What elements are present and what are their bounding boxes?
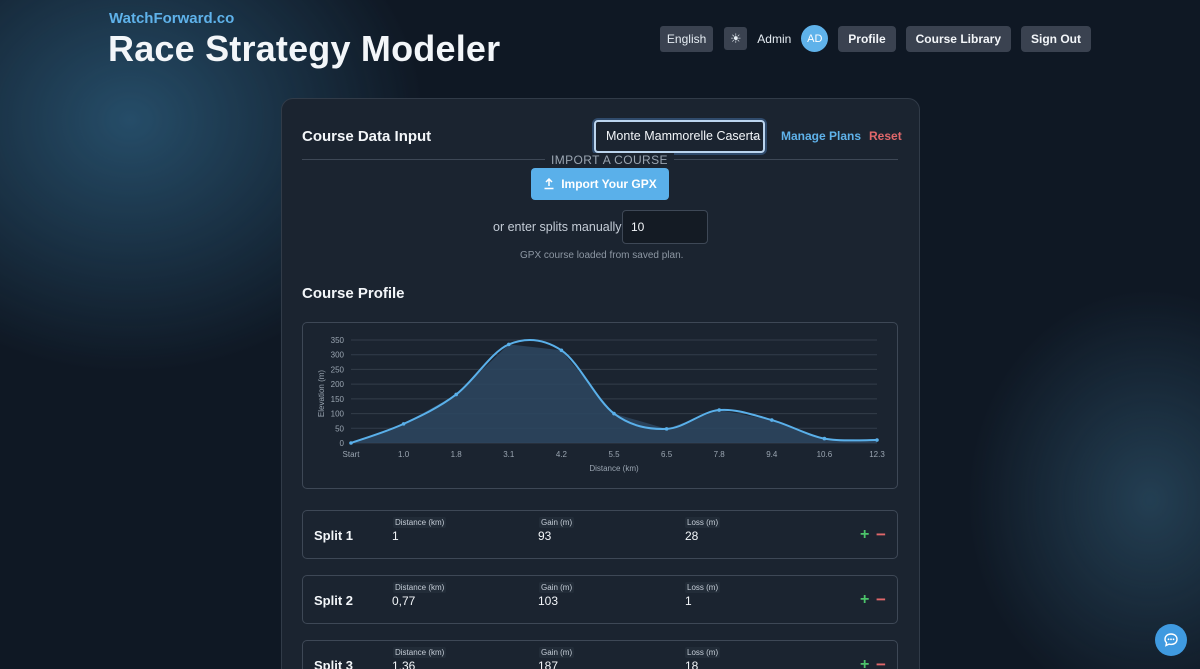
y-tick-label: 100 xyxy=(331,410,345,419)
brand-link[interactable]: WatchForward.co xyxy=(109,10,235,27)
x-tick-label: 10.6 xyxy=(817,450,833,459)
gain-label: Gain (m) xyxy=(539,582,575,593)
page-title: Race Strategy Modeler xyxy=(108,28,501,69)
elevation-point xyxy=(770,418,774,422)
elevation-point xyxy=(612,411,616,416)
elevation-point xyxy=(717,408,721,412)
loss-input[interactable]: 28 xyxy=(685,529,699,543)
x-tick-label: 1.0 xyxy=(398,450,410,459)
remove-split-button[interactable]: − xyxy=(876,525,886,544)
distance-input[interactable]: 0,77 xyxy=(392,594,416,608)
elevation-point xyxy=(875,438,879,442)
x-tick-label: 6.5 xyxy=(661,450,673,459)
distance-label: Distance (km) xyxy=(393,647,447,658)
gain-label: Gain (m) xyxy=(539,647,575,658)
elevation-point xyxy=(664,427,669,431)
gain-label: Gain (m) xyxy=(539,517,575,528)
sun-icon: ☀ xyxy=(729,30,742,46)
y-tick-label: 50 xyxy=(335,424,344,433)
remove-split-button[interactable]: − xyxy=(876,590,886,609)
loss-label: Loss (m) xyxy=(685,647,721,658)
upload-icon xyxy=(544,178,554,190)
elevation-point xyxy=(822,436,827,441)
add-split-button[interactable]: + xyxy=(860,656,870,669)
top-nav: English ☀ Admin AD Profile Course Librar… xyxy=(659,25,1091,52)
elevation-point xyxy=(401,422,406,426)
user-name: Admin xyxy=(757,31,792,46)
y-tick-label: 300 xyxy=(331,351,345,360)
reset-link[interactable]: Reset xyxy=(869,129,902,143)
y-tick-label: 250 xyxy=(331,365,345,374)
course-input-title: Course Data Input xyxy=(302,128,432,145)
add-split-button[interactable]: + xyxy=(860,591,870,608)
x-tick-label: 12.3 xyxy=(869,450,885,459)
loss-input[interactable]: 1 xyxy=(685,594,692,608)
y-tick-label: 150 xyxy=(331,395,345,404)
x-tick-label: 5.5 xyxy=(608,450,620,459)
x-tick-label: 1.8 xyxy=(451,450,463,459)
x-tick-label: 3.1 xyxy=(503,450,515,459)
elevation-point xyxy=(559,348,564,353)
plan-select-value: Monte Mammorelle Caserta xyxy=(606,129,761,143)
distance-label: Distance (km) xyxy=(393,582,447,593)
avatar[interactable]: AD xyxy=(801,25,829,52)
elevation-line xyxy=(350,339,878,444)
import-gpx-button[interactable]: Import Your GPX xyxy=(531,168,669,200)
split-name: Split 1 xyxy=(314,528,354,543)
import-section-label: IMPORT A COURSE xyxy=(545,153,674,167)
course-panel: Course Data Input Monte Mammorelle Caser… xyxy=(281,98,920,669)
course-profile-title: Course Profile xyxy=(302,285,405,302)
y-axis-label: Elevation (m) xyxy=(317,370,326,417)
split-row: Split 3 Distance (km) 1,36 Gain (m) 187 Loss … xyxy=(302,640,898,669)
y-tick-label: 200 xyxy=(331,380,345,389)
manual-splits-input[interactable]: 10 xyxy=(622,210,708,244)
theme-toggle-button[interactable]: ☀ xyxy=(724,27,748,50)
elevation-chart: 0 50 100 150 200 250 300 350 Start 1.0 1.8 3.1 4.2 5.… xyxy=(317,336,885,473)
profile-button[interactable]: Profile xyxy=(838,25,896,52)
gpx-status-note: GPX course loaded from saved plan. xyxy=(520,250,684,261)
distance-input[interactable]: 1 xyxy=(392,529,399,543)
distance-label: Distance (km) xyxy=(393,517,447,528)
chat-icon xyxy=(1164,633,1178,647)
loss-label: Loss (m) xyxy=(685,517,721,528)
x-tick-label: 4.2 xyxy=(556,450,568,459)
manual-splits-label: or enter splits manually: xyxy=(493,220,626,234)
plan-select[interactable]: Monte Mammorelle Caserta ⌄ xyxy=(594,120,765,153)
chat-button[interactable] xyxy=(1155,624,1187,656)
gain-input[interactable]: 187 xyxy=(538,659,559,669)
split-name: Split 2 xyxy=(314,593,354,608)
elevation-point xyxy=(349,441,353,445)
x-tick-label: 7.8 xyxy=(714,450,726,459)
remove-split-button[interactable]: − xyxy=(876,655,886,669)
course-library-button[interactable]: Course Library xyxy=(905,25,1011,52)
gain-input[interactable]: 93 xyxy=(538,529,552,543)
y-tick-label: 0 xyxy=(340,439,345,448)
x-tick-label: Start xyxy=(343,450,361,459)
manage-plans-link[interactable]: Manage Plans xyxy=(781,129,862,143)
sign-out-button[interactable]: Sign Out xyxy=(1021,25,1091,52)
loss-label: Loss (m) xyxy=(685,582,721,593)
elevation-area xyxy=(351,344,877,443)
course-profile-chart: 0 50 100 150 200 250 300 350 Start 1.0 1.8 3.1 4.2 5.… xyxy=(302,322,898,489)
add-split-button[interactable]: + xyxy=(860,526,870,543)
x-tick-label: 9.4 xyxy=(766,450,778,459)
gain-input[interactable]: 103 xyxy=(538,594,559,608)
import-gpx-label: Import Your GPX xyxy=(561,177,657,191)
elevation-point xyxy=(454,392,458,397)
x-axis-label: Distance (km) xyxy=(589,464,639,473)
language-selector[interactable]: English xyxy=(659,25,714,52)
y-tick-label: 350 xyxy=(331,336,345,345)
elevation-point xyxy=(507,342,511,347)
split-row: Split 2 Distance (km) 0,77 Gain (m) 103 Loss … xyxy=(302,575,898,624)
split-name: Split 3 xyxy=(314,658,354,669)
distance-input[interactable]: 1,36 xyxy=(392,659,416,669)
split-row: Split 1 Distance (km) 1 Gain (m) 93 Loss (m) 2… xyxy=(302,510,898,559)
chevron-down-icon: ⌄ xyxy=(750,131,759,142)
loss-input[interactable]: 18 xyxy=(685,659,699,669)
